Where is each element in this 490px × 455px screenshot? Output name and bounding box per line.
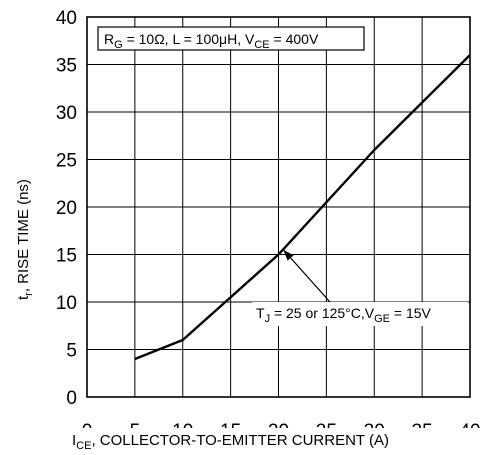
- y-tick-label: 40: [56, 8, 77, 29]
- annotation-arrow: [282, 249, 331, 303]
- y-tick-label: 15: [56, 246, 77, 267]
- plot-frame: [86, 16, 471, 398]
- conditions-box: [97, 26, 365, 51]
- y-tick-labels: 0 5 10 15 20 25 30 35 40: [56, 8, 77, 409]
- rise-time-line: [134, 54, 471, 361]
- y-axis-label: tr, RISE TIME (ns): [15, 179, 35, 300]
- y-tick-label: 35: [56, 56, 77, 77]
- conditions-text: RG = 10Ω, L = 100μH, VCE = 400V: [104, 31, 319, 51]
- series-layer: [134, 54, 471, 361]
- y-tick-label: 5: [66, 341, 77, 362]
- x-axis-label: ICE, COLLECTOR-TO-EMITTER CURRENT (A): [72, 432, 389, 452]
- y-tick-label: 0: [66, 388, 77, 409]
- annotation-box: [252, 302, 468, 326]
- y-tick-label: 20: [56, 198, 77, 219]
- x-label-backdrop: [68, 428, 488, 454]
- y-tick-label: 30: [56, 103, 77, 124]
- y-tick-label: 25: [56, 151, 77, 172]
- y-tick-label: 10: [56, 293, 77, 314]
- annotation-arrowhead: [283, 249, 294, 261]
- annotation-text: TJ = 25 or 125°C,VGE = 15V: [256, 305, 432, 325]
